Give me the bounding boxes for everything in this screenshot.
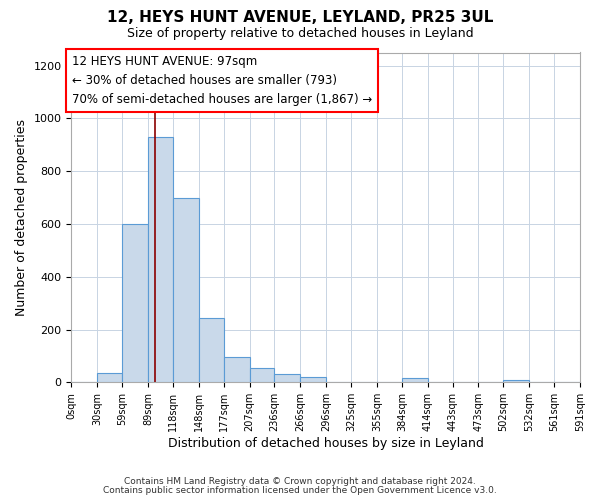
Bar bbox=[250, 368, 274, 382]
Bar bbox=[503, 380, 529, 382]
Bar bbox=[274, 374, 301, 382]
Text: 12 HEYS HUNT AVENUE: 97sqm
← 30% of detached houses are smaller (793)
70% of sem: 12 HEYS HUNT AVENUE: 97sqm ← 30% of deta… bbox=[72, 55, 373, 106]
Bar bbox=[402, 378, 428, 382]
Text: Contains HM Land Registry data © Crown copyright and database right 2024.: Contains HM Land Registry data © Crown c… bbox=[124, 477, 476, 486]
Text: Size of property relative to detached houses in Leyland: Size of property relative to detached ho… bbox=[127, 28, 473, 40]
Text: 12, HEYS HUNT AVENUE, LEYLAND, PR25 3UL: 12, HEYS HUNT AVENUE, LEYLAND, PR25 3UL bbox=[107, 10, 493, 25]
Bar bbox=[199, 318, 224, 382]
Bar bbox=[97, 373, 122, 382]
Bar bbox=[224, 358, 250, 382]
Bar bbox=[173, 198, 199, 382]
X-axis label: Distribution of detached houses by size in Leyland: Distribution of detached houses by size … bbox=[168, 437, 484, 450]
Bar bbox=[301, 377, 326, 382]
Y-axis label: Number of detached properties: Number of detached properties bbox=[15, 119, 28, 316]
Bar bbox=[122, 224, 148, 382]
Text: Contains public sector information licensed under the Open Government Licence v3: Contains public sector information licen… bbox=[103, 486, 497, 495]
Bar bbox=[148, 137, 173, 382]
